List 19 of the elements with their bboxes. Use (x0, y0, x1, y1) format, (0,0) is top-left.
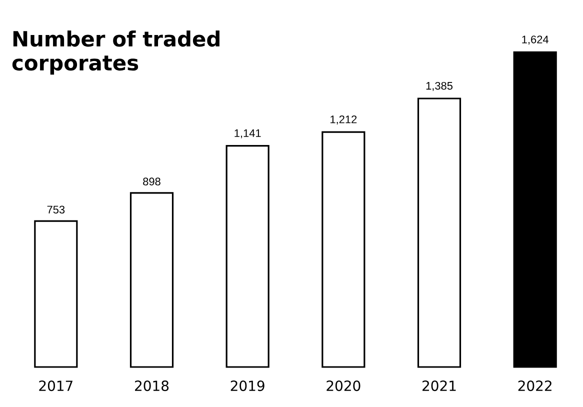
data-label: 1,141 (234, 129, 261, 138)
x-tick-label: 2022 (518, 380, 552, 392)
data-label: 898 (143, 178, 160, 186)
bar (226, 145, 270, 368)
x-tick-label: 2018 (135, 380, 169, 392)
data-label: 1,624 (522, 36, 548, 45)
chart-title: Number of traded corporates (12, 30, 220, 75)
bar (513, 51, 557, 368)
bar (322, 131, 366, 368)
data-label: 1,212 (330, 115, 357, 125)
x-tick-label: 2021 (422, 380, 456, 392)
bar (130, 192, 174, 368)
bar (417, 98, 462, 368)
x-tick-label: 2017 (39, 380, 72, 392)
x-tick-label: 2020 (326, 380, 360, 392)
data-label: 1,385 (426, 82, 452, 91)
x-tick-label: 2019 (230, 380, 264, 392)
data-label: 753 (47, 206, 65, 214)
bar (34, 220, 78, 368)
